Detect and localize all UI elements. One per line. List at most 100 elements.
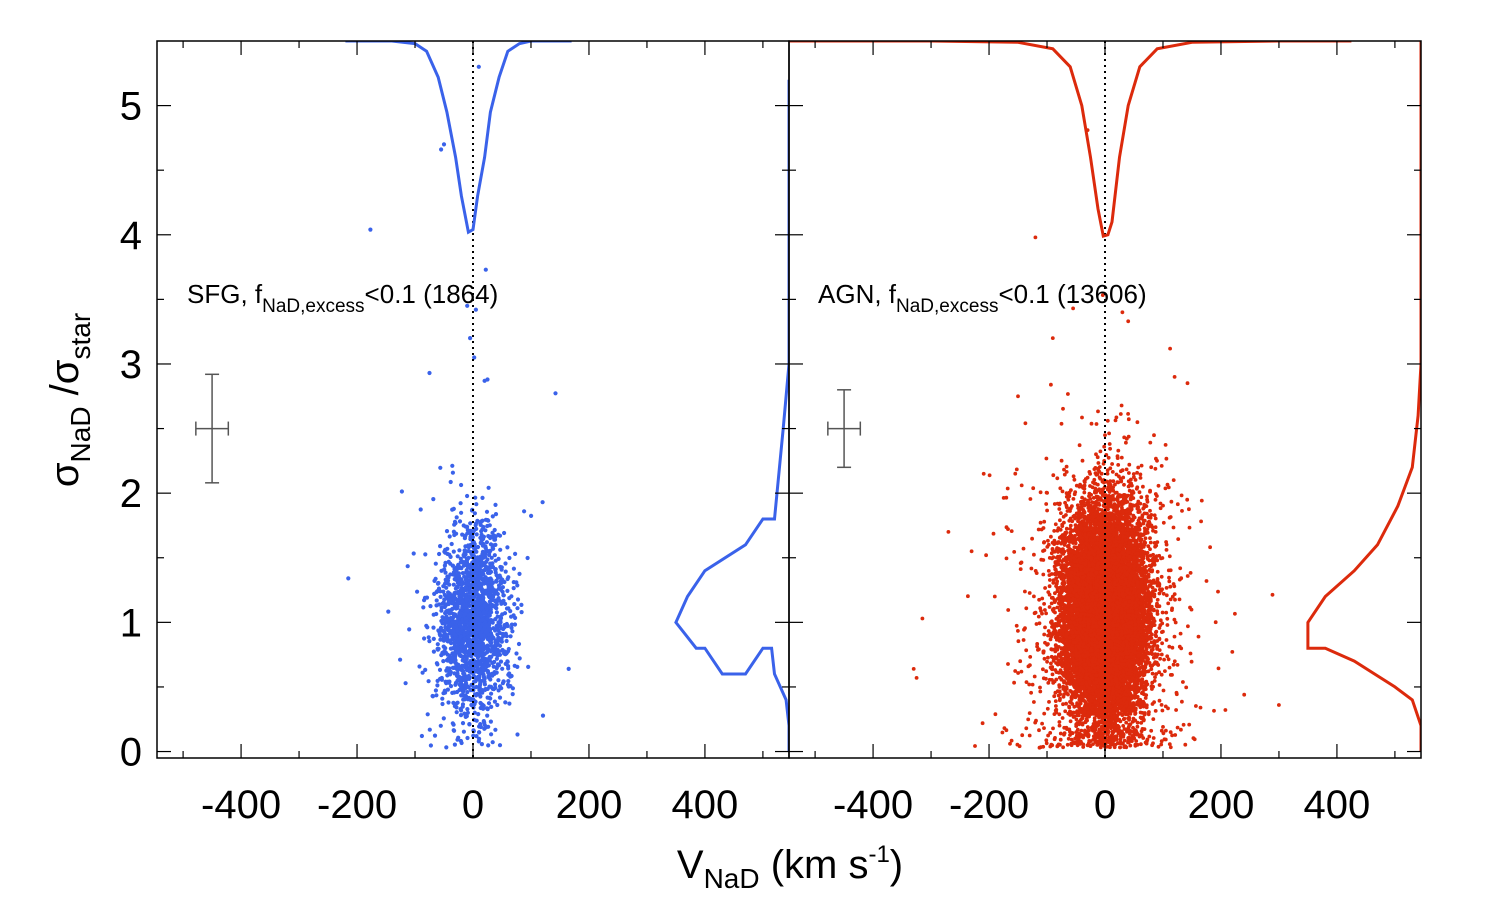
sfg-point bbox=[491, 604, 496, 609]
sfg-point bbox=[466, 565, 471, 570]
agn-point bbox=[1124, 440, 1128, 445]
sfg-point bbox=[448, 638, 453, 643]
sfg-point bbox=[424, 595, 430, 600]
sfg-point bbox=[446, 594, 451, 599]
agn-point bbox=[1042, 656, 1047, 661]
sfg-point bbox=[478, 694, 483, 699]
sfg-point bbox=[497, 573, 502, 578]
sfg-point bbox=[443, 625, 448, 630]
sfg-point bbox=[460, 559, 465, 564]
sfg-point bbox=[498, 659, 504, 664]
sfg-point bbox=[487, 552, 492, 558]
sfg-point bbox=[443, 560, 448, 566]
sfg-point bbox=[450, 507, 455, 512]
sfg-point bbox=[431, 625, 436, 630]
sfg-point bbox=[486, 743, 491, 748]
sfg-point bbox=[480, 577, 485, 583]
sfg-point bbox=[504, 606, 510, 611]
sfg-point bbox=[481, 536, 486, 542]
sfg-point bbox=[477, 687, 482, 693]
sfg-point bbox=[463, 559, 468, 565]
sfg-point bbox=[487, 595, 492, 600]
sfg-point bbox=[513, 615, 518, 621]
sfg-point bbox=[460, 532, 465, 537]
sfg-point bbox=[497, 643, 503, 648]
sfg-point bbox=[477, 651, 482, 657]
sfg-point bbox=[480, 648, 485, 653]
agn-point bbox=[1069, 737, 1074, 742]
sfg-point bbox=[488, 561, 493, 566]
sfg-point bbox=[473, 571, 478, 576]
sfg-point bbox=[501, 679, 506, 684]
sfg-outlier-point bbox=[472, 355, 477, 360]
sfg-outlier-point bbox=[483, 267, 488, 272]
agn-point bbox=[1185, 381, 1190, 386]
agn-point bbox=[1057, 712, 1062, 717]
sfg-point bbox=[495, 598, 500, 603]
sfg-point bbox=[446, 700, 451, 705]
sfg-point bbox=[456, 735, 461, 740]
sfg-point bbox=[451, 625, 456, 630]
sfg-point bbox=[432, 733, 438, 738]
sfg-point bbox=[467, 571, 472, 576]
sfg-outlier-point bbox=[476, 64, 481, 69]
agn-point bbox=[1040, 721, 1044, 726]
panel-sfg: SFG, fNaD,excess<0.1 (1864) bbox=[156, 40, 790, 759]
sfg-point bbox=[448, 628, 453, 634]
sfg-point bbox=[495, 702, 500, 708]
agn-point bbox=[1127, 462, 1132, 467]
sfg-point bbox=[473, 699, 478, 704]
sfg-point bbox=[457, 548, 462, 553]
agn-point bbox=[1187, 722, 1192, 727]
sfg-point bbox=[489, 578, 494, 583]
sfg-point bbox=[490, 589, 495, 594]
sfg-point bbox=[494, 610, 499, 615]
sfg-point bbox=[454, 650, 459, 655]
sfg-point bbox=[445, 578, 451, 583]
sfg-point bbox=[461, 729, 466, 734]
sfg-point bbox=[441, 638, 446, 643]
agn-point bbox=[1061, 702, 1065, 707]
sfg-point bbox=[443, 618, 448, 623]
sfg-point bbox=[457, 564, 462, 570]
agn-point bbox=[1040, 596, 1045, 601]
sfg-point bbox=[441, 716, 446, 721]
sfg-point bbox=[506, 672, 511, 677]
sfg-point bbox=[462, 658, 467, 664]
sfg-point bbox=[466, 545, 471, 550]
sfg-point bbox=[510, 629, 515, 634]
sfg-point bbox=[486, 724, 491, 729]
sfg-point bbox=[421, 605, 426, 610]
sfg-point bbox=[444, 529, 450, 534]
sfg-point bbox=[517, 571, 522, 577]
sfg-point bbox=[481, 675, 487, 680]
sfg-point bbox=[451, 645, 456, 651]
sfg-point bbox=[482, 644, 487, 649]
sfg-point bbox=[467, 594, 472, 599]
sfg-point bbox=[485, 706, 490, 711]
sfg-point bbox=[443, 611, 448, 616]
sfg-point bbox=[450, 665, 455, 670]
agn-point bbox=[1076, 506, 1081, 510]
agn-point bbox=[1157, 670, 1161, 675]
sfg-point bbox=[487, 570, 492, 576]
sfg-point bbox=[509, 614, 514, 619]
sfg-point bbox=[439, 677, 444, 682]
sfg-point bbox=[505, 576, 510, 582]
sfg-point bbox=[465, 707, 470, 712]
sfg-point bbox=[496, 663, 502, 668]
sfg-point bbox=[515, 732, 520, 737]
sfg-point bbox=[447, 622, 452, 628]
sfg-point bbox=[490, 514, 495, 519]
sfg-point bbox=[471, 733, 476, 738]
sfg-point bbox=[492, 537, 498, 542]
agn-point bbox=[1051, 578, 1056, 582]
sfg-point bbox=[451, 600, 457, 606]
sfg-outlier-point bbox=[427, 370, 432, 376]
panel-agn: AGN, fNaD,excess<0.1 (13606) bbox=[788, 40, 1422, 759]
sfg-point bbox=[500, 589, 505, 594]
sfg-point bbox=[463, 544, 468, 549]
agn-point bbox=[1187, 507, 1191, 512]
sfg-point bbox=[515, 664, 520, 670]
sfg-point bbox=[426, 679, 431, 684]
